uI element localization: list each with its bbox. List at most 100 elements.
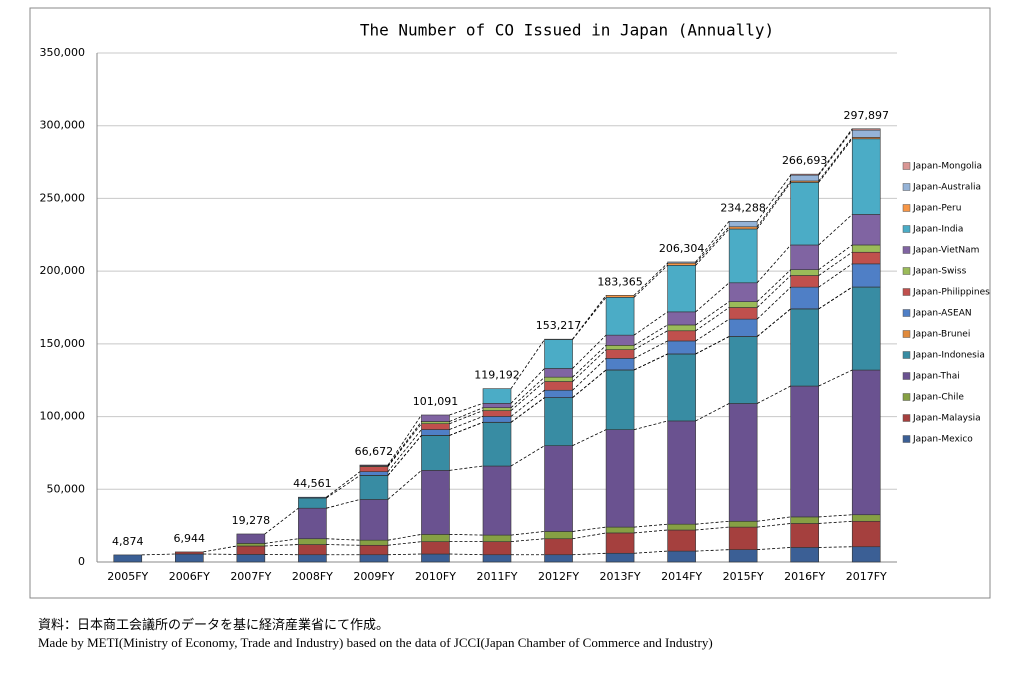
bar-segment bbox=[544, 554, 573, 563]
connector bbox=[695, 301, 730, 326]
legend-swatch bbox=[902, 351, 911, 359]
connector bbox=[572, 358, 607, 391]
connector bbox=[387, 533, 422, 541]
connector bbox=[449, 533, 484, 536]
connector bbox=[633, 353, 668, 371]
connector bbox=[510, 538, 545, 543]
connector bbox=[695, 520, 730, 525]
bar-segment bbox=[790, 275, 819, 288]
bar-segment bbox=[482, 416, 512, 423]
connector bbox=[695, 318, 730, 342]
y-tick-label: 100,000 bbox=[40, 410, 86, 423]
bar-segment bbox=[236, 533, 266, 544]
connector bbox=[326, 538, 360, 541]
connector bbox=[818, 369, 853, 387]
connector bbox=[572, 334, 607, 369]
connector bbox=[818, 214, 853, 246]
bar-segment bbox=[851, 244, 881, 253]
bar-segment bbox=[667, 311, 696, 326]
bar-segment bbox=[667, 261, 696, 264]
bar-segment bbox=[605, 297, 635, 336]
chart-border bbox=[29, 7, 991, 599]
bar-segment bbox=[359, 475, 389, 500]
bar-segment bbox=[359, 539, 389, 546]
x-tick-label: 2007FY bbox=[230, 570, 271, 583]
connector bbox=[387, 553, 422, 556]
connector bbox=[695, 228, 730, 266]
x-tick-label: 2015FY bbox=[723, 570, 764, 583]
connector bbox=[203, 545, 237, 553]
bar-segment bbox=[605, 429, 635, 528]
bar-segment bbox=[605, 295, 635, 298]
legend-label: Japan-ASEAN bbox=[912, 309, 972, 319]
bar-segment bbox=[175, 553, 204, 563]
legend-swatch bbox=[902, 435, 911, 443]
connector bbox=[756, 385, 791, 404]
bar-segment bbox=[667, 353, 696, 422]
bar-segment bbox=[482, 407, 512, 411]
connector bbox=[264, 538, 299, 544]
bar-segment bbox=[605, 552, 635, 563]
chart-title: The Number of CO Issued in Japan (Annual… bbox=[360, 21, 774, 40]
total-label: 19,278 bbox=[232, 514, 271, 527]
bar-segment bbox=[728, 220, 758, 228]
x-tick-label: 2016FY bbox=[784, 570, 825, 583]
connector bbox=[633, 262, 668, 296]
bar-segment bbox=[421, 414, 450, 422]
bar-segment bbox=[728, 549, 758, 563]
bar-segment bbox=[421, 553, 450, 563]
bar-segment bbox=[421, 421, 450, 424]
bar-segment bbox=[544, 381, 573, 391]
bar-segment bbox=[544, 531, 573, 540]
connector bbox=[756, 182, 792, 230]
connector bbox=[633, 324, 668, 346]
bar-segment bbox=[421, 541, 450, 555]
bar-segment bbox=[544, 368, 573, 378]
total-label: 266,693 bbox=[782, 154, 828, 167]
y-tick-label: 300,000 bbox=[40, 119, 86, 132]
legend-label: Japan-Mexico bbox=[912, 435, 973, 445]
bar-segment bbox=[605, 349, 635, 359]
connector bbox=[633, 330, 668, 351]
connector bbox=[387, 414, 422, 466]
connector bbox=[818, 520, 853, 524]
connector bbox=[818, 128, 853, 175]
connector bbox=[510, 376, 545, 408]
legend-swatch bbox=[902, 162, 911, 170]
bar-segment bbox=[236, 554, 266, 563]
total-label: 66,672 bbox=[355, 445, 394, 458]
connector bbox=[449, 465, 484, 471]
bar-segment bbox=[298, 497, 327, 509]
x-tick-label: 2008FY bbox=[292, 570, 333, 583]
connector bbox=[695, 526, 730, 531]
connector bbox=[510, 445, 545, 467]
bar-segment bbox=[298, 554, 327, 563]
y-tick-label: 250,000 bbox=[40, 191, 86, 204]
bar-segment bbox=[728, 282, 758, 302]
connector bbox=[572, 297, 607, 340]
legend-label: Japan-Chile bbox=[912, 393, 964, 403]
connector bbox=[572, 526, 607, 532]
bar-segment bbox=[790, 244, 819, 270]
bar-segment bbox=[175, 551, 204, 555]
connector bbox=[818, 137, 853, 182]
legend-swatch bbox=[902, 183, 911, 191]
connector bbox=[695, 221, 730, 263]
connector bbox=[572, 369, 607, 398]
connector bbox=[572, 345, 607, 378]
bar-segment bbox=[482, 403, 512, 409]
total-label: 6,944 bbox=[174, 532, 206, 545]
connector bbox=[757, 516, 791, 522]
connector bbox=[756, 308, 791, 337]
legend-label: Japan-Swiss bbox=[912, 267, 967, 277]
connector bbox=[818, 263, 853, 288]
bar-segment bbox=[605, 345, 635, 350]
total-label: 183,365 bbox=[597, 275, 643, 288]
legend-label: Japan-Indonesia bbox=[912, 351, 985, 361]
bar-segment bbox=[728, 336, 758, 404]
connector bbox=[633, 311, 668, 336]
bar-segment bbox=[605, 526, 635, 534]
legend-label: Japan-VietNam bbox=[912, 246, 979, 256]
bar-segment bbox=[667, 324, 696, 332]
